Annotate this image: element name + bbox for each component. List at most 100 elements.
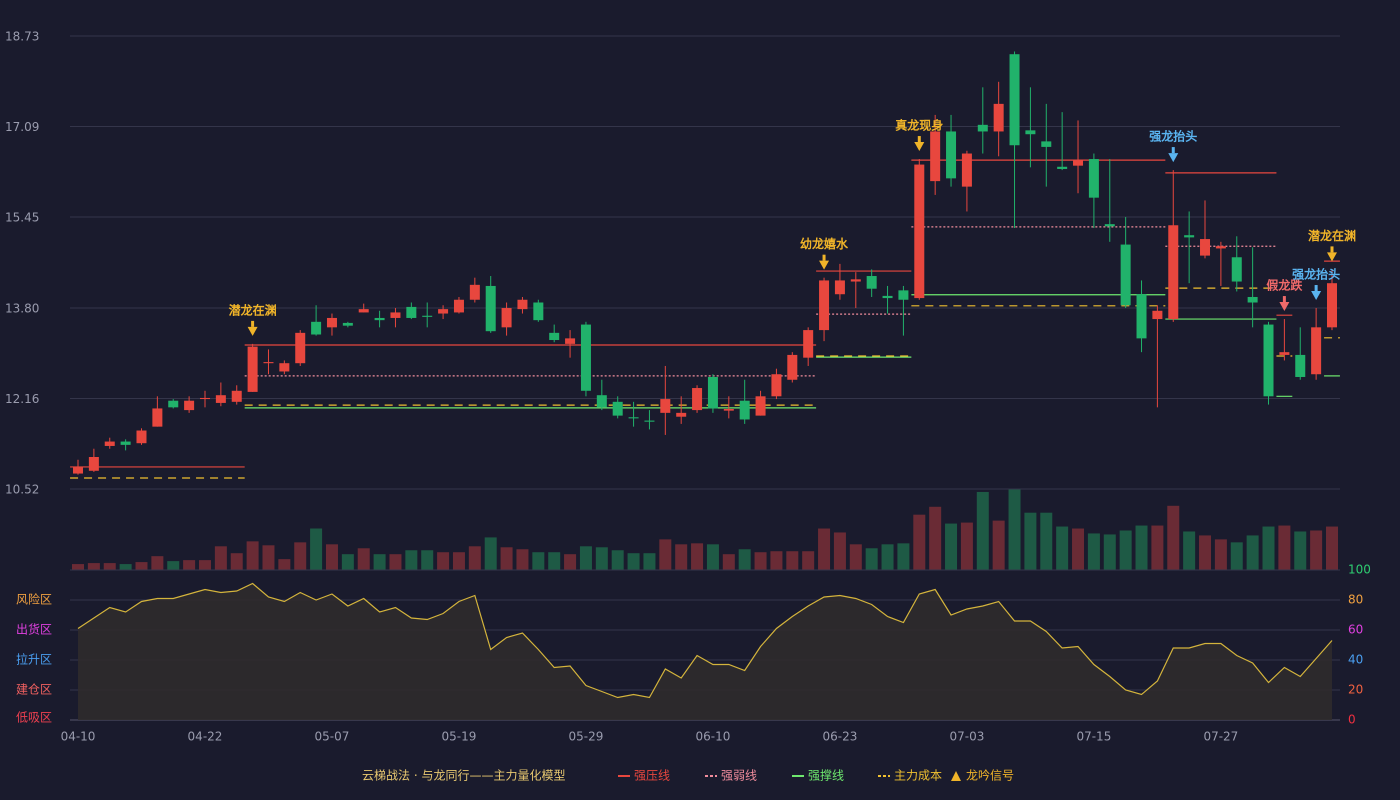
candle-body bbox=[803, 330, 814, 358]
candle-body bbox=[834, 280, 845, 295]
volume-bar bbox=[897, 543, 910, 570]
y2-tick-label: 20 bbox=[1348, 683, 1363, 697]
candle-body bbox=[1215, 246, 1226, 249]
y-tick-label: 15.45 bbox=[5, 210, 39, 224]
volume-bar bbox=[294, 542, 307, 570]
candle-body bbox=[1327, 283, 1337, 328]
candle-body bbox=[136, 430, 147, 444]
candle-body bbox=[1231, 257, 1242, 282]
candle-body bbox=[533, 302, 544, 321]
signal-label: 幼龙嬉水 bbox=[800, 236, 849, 251]
candle-body bbox=[390, 312, 401, 318]
volume-bar bbox=[548, 552, 561, 570]
volume-bar bbox=[167, 561, 180, 570]
candle-body bbox=[739, 400, 750, 420]
volume-bar bbox=[833, 532, 846, 570]
legend-label: 龙吟信号 bbox=[966, 768, 1014, 783]
volume-bar bbox=[516, 549, 529, 570]
candle-body bbox=[596, 395, 607, 408]
candle-body bbox=[723, 408, 734, 411]
candle-body bbox=[787, 354, 798, 380]
candle-body bbox=[311, 321, 322, 335]
candle-body bbox=[1104, 224, 1115, 227]
candle-body bbox=[1152, 310, 1163, 320]
volume-bar bbox=[1024, 512, 1037, 570]
candle-body bbox=[1009, 54, 1020, 146]
y2-tick-label: 80 bbox=[1348, 593, 1363, 607]
candle-body bbox=[263, 362, 274, 364]
candle-body bbox=[1247, 296, 1258, 303]
candle-body bbox=[120, 441, 131, 445]
volume-bar bbox=[310, 528, 323, 570]
volume-bar bbox=[1262, 526, 1275, 570]
candle-body bbox=[215, 395, 226, 403]
signal-label: 潜龙在渊 bbox=[229, 302, 277, 317]
volume-bar bbox=[675, 544, 688, 570]
candle-body bbox=[644, 420, 655, 422]
signal-label: 真龙现身 bbox=[895, 118, 943, 133]
volume-bar bbox=[1103, 534, 1116, 570]
zone-label: 风险区 bbox=[16, 592, 52, 607]
signal-label: 强龙抬头 bbox=[1149, 129, 1197, 144]
volume-bar bbox=[691, 543, 704, 570]
volume-bar bbox=[1072, 528, 1085, 570]
signal-arrow bbox=[1327, 252, 1337, 262]
volume-bar bbox=[500, 547, 513, 570]
volume-bar bbox=[865, 548, 878, 570]
x-tick-label: 07-03 bbox=[949, 730, 984, 744]
candle-body bbox=[1168, 225, 1179, 320]
candle-body bbox=[517, 299, 528, 310]
candle-body bbox=[819, 280, 830, 331]
candle-body bbox=[914, 164, 925, 299]
y-tick-label: 17.09 bbox=[5, 120, 39, 134]
y-tick-label: 12.16 bbox=[5, 392, 39, 406]
volume-bar bbox=[246, 541, 259, 570]
candle-body bbox=[152, 408, 163, 427]
signal-arrow bbox=[1311, 291, 1322, 301]
candle-body bbox=[342, 322, 353, 326]
zone-label: 建仓区 bbox=[16, 683, 52, 697]
candle-body bbox=[549, 332, 560, 341]
signal-arrow-stem bbox=[251, 320, 255, 327]
volume-bar bbox=[103, 563, 116, 570]
candle-body bbox=[1263, 324, 1274, 397]
legend-label: 强撑线 bbox=[808, 768, 844, 783]
signal-arrow bbox=[819, 260, 830, 270]
volume-bar bbox=[611, 550, 624, 570]
candle-body bbox=[104, 441, 115, 446]
candle-body bbox=[168, 400, 179, 408]
candle-body bbox=[755, 396, 766, 416]
legend-title: 云梯战法 · 与龙同行——主力量化模型 bbox=[362, 769, 565, 783]
volume-bar bbox=[579, 546, 592, 570]
candle-body bbox=[898, 290, 909, 300]
signal-arrow-stem bbox=[1314, 285, 1318, 292]
signal-label: 强龙抬头 bbox=[1292, 267, 1340, 282]
volume-bar bbox=[421, 550, 434, 570]
candle-body bbox=[1120, 244, 1131, 306]
candle-body bbox=[1088, 159, 1099, 198]
volume-bar bbox=[119, 564, 132, 570]
volume-bar bbox=[230, 553, 243, 570]
candle-body bbox=[1041, 141, 1052, 147]
signal-arrow bbox=[247, 326, 258, 336]
volume-bar bbox=[1199, 535, 1212, 570]
volume-bar bbox=[468, 546, 481, 570]
volume-bar bbox=[1246, 535, 1259, 570]
volume-bar bbox=[913, 514, 926, 570]
x-tick-label: 06-10 bbox=[695, 730, 730, 744]
legend-marker bbox=[951, 771, 961, 781]
volume-bar bbox=[1310, 530, 1323, 570]
volume-bar bbox=[1135, 525, 1148, 570]
volume-bar bbox=[151, 556, 164, 570]
volume-bar bbox=[183, 560, 196, 570]
signal-arrow-stem bbox=[822, 254, 826, 261]
x-tick-label: 05-19 bbox=[442, 730, 477, 744]
candle-body bbox=[1295, 354, 1306, 377]
candle-body bbox=[1057, 166, 1068, 169]
volume-bar bbox=[373, 554, 386, 570]
volume-bar bbox=[1183, 531, 1196, 570]
volume-bar bbox=[1151, 525, 1164, 570]
candle-body bbox=[961, 153, 972, 187]
volume-bar bbox=[341, 554, 354, 570]
candle-body bbox=[866, 276, 877, 289]
